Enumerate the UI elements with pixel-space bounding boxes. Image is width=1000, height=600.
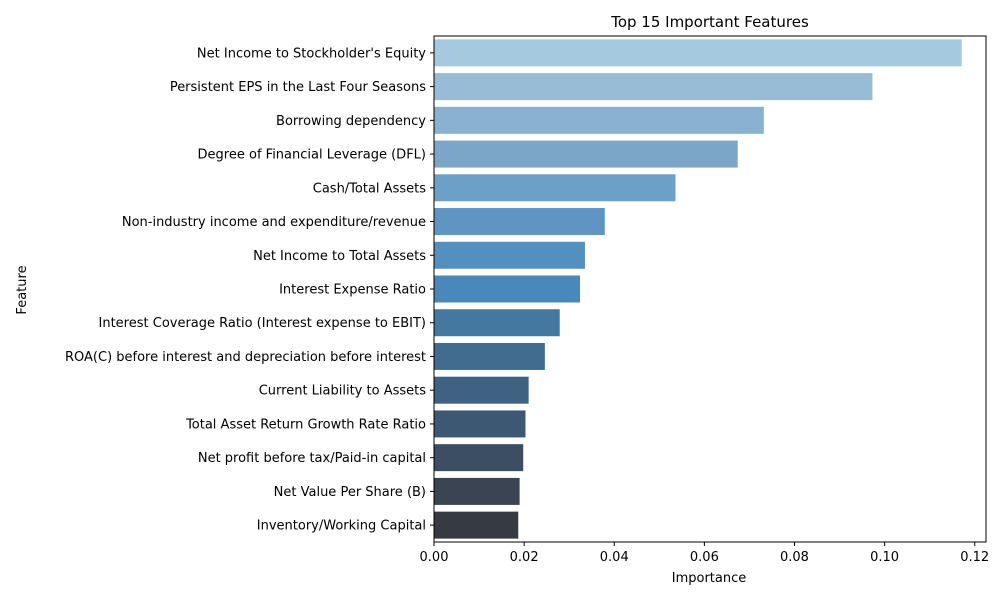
x-tick-label: 0.04 [600,550,629,565]
y-axis-label: Feature [15,265,30,314]
y-tick-label: Interest Expense Ratio [279,283,426,298]
bar [434,477,520,505]
x-tick-label: 0.12 [960,550,989,565]
bars-group [434,39,962,539]
y-tick-label: Net Income to Stockholder's Equity [197,46,426,61]
bar [434,39,962,67]
y-tick-label: Persistent EPS in the Last Four Seasons [170,80,426,95]
x-tick-label: 0.10 [870,550,899,565]
bar [434,241,585,269]
x-ticks: 0.00 0.02 0.04 0.06 0.08 0.10 0.12 [420,542,989,565]
x-tick-label: 0.08 [780,550,809,565]
y-tick-label: Net Value Per Share (B) [274,485,426,500]
bar [434,208,605,236]
bar [434,275,580,303]
y-tick-label: Borrowing dependency [276,114,426,129]
y-tick-label: ROA(C) before interest and depreciation … [65,350,426,365]
y-tick-label: Non-industry income and expenditure/reve… [122,215,426,230]
x-tick-label: 0.06 [690,550,719,565]
bar [434,376,529,404]
x-tick-label: 0.00 [420,550,449,565]
bar [434,444,524,472]
y-tick-label: Cash/Total Assets [313,181,426,196]
y-tick-labels: Net Income to Stockholder's Equity Persis… [65,46,434,534]
bar [434,342,545,370]
y-tick-label: Interest Coverage Ratio (Interest expens… [99,316,426,331]
bar [434,309,560,337]
y-tick-label: Net profit before tax/Paid-in capital [198,451,426,466]
plot-frame [433,35,987,543]
y-tick-label: Total Asset Return Growth Rate Ratio [185,417,426,432]
y-tick-label: Inventory/Working Capital [257,519,426,534]
bar [434,174,676,202]
axes-spines [433,35,987,543]
x-axis-label: Importance [672,571,747,586]
y-tick-label: Net Income to Total Assets [253,249,426,264]
bar [434,410,526,438]
bar [434,73,873,101]
bar [434,106,764,134]
y-tick-label: Degree of Financial Leverage (DFL) [198,148,426,163]
x-tick-label: 0.02 [510,550,539,565]
bar [434,511,519,539]
chart-title: Top 15 Important Features [610,13,809,31]
bar [434,140,738,168]
y-tick-label: Current Liability to Assets [259,384,427,399]
